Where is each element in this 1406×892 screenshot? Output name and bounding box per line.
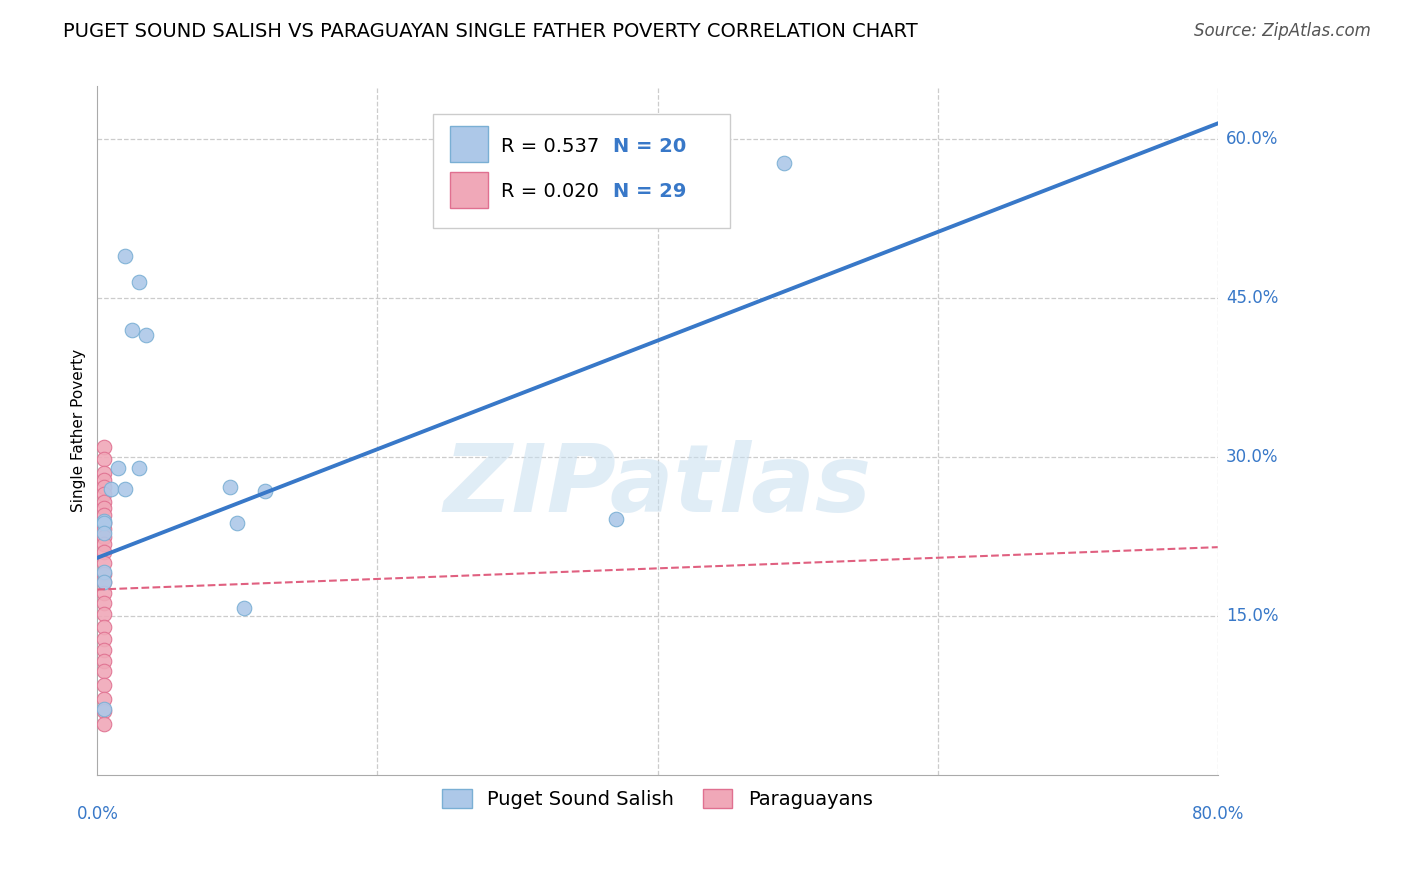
FancyBboxPatch shape bbox=[450, 172, 488, 208]
Point bbox=[128, 460, 150, 475]
Point bbox=[605, 511, 627, 525]
Legend: Puget Sound Salish, Paraguayans: Puget Sound Salish, Paraguayans bbox=[434, 780, 880, 817]
Point bbox=[93, 516, 115, 530]
Text: 60.0%: 60.0% bbox=[1226, 130, 1278, 148]
Point bbox=[93, 619, 115, 633]
Point bbox=[93, 585, 115, 599]
Point bbox=[93, 522, 115, 536]
Point bbox=[93, 452, 115, 467]
Point bbox=[93, 474, 115, 488]
Text: R = 0.020: R = 0.020 bbox=[501, 182, 599, 202]
Point bbox=[93, 575, 115, 590]
Point bbox=[93, 678, 115, 692]
Point bbox=[93, 516, 115, 530]
Point bbox=[93, 466, 115, 480]
Point bbox=[772, 155, 794, 169]
Point bbox=[233, 600, 256, 615]
Point bbox=[93, 565, 115, 579]
Point bbox=[93, 487, 115, 501]
Text: 30.0%: 30.0% bbox=[1226, 448, 1278, 467]
Point bbox=[93, 500, 115, 515]
Point bbox=[93, 537, 115, 551]
Point bbox=[121, 323, 143, 337]
Point bbox=[93, 508, 115, 523]
FancyBboxPatch shape bbox=[450, 127, 488, 162]
Point bbox=[93, 643, 115, 657]
Point bbox=[93, 664, 115, 678]
Point bbox=[93, 440, 115, 454]
Text: 80.0%: 80.0% bbox=[1191, 805, 1244, 823]
Point bbox=[93, 530, 115, 544]
Point bbox=[93, 545, 115, 559]
Point bbox=[93, 596, 115, 610]
Text: ZIPatlas: ZIPatlas bbox=[443, 440, 872, 532]
Point bbox=[114, 482, 136, 496]
Point bbox=[93, 480, 115, 494]
Point bbox=[219, 480, 242, 494]
Text: 15.0%: 15.0% bbox=[1226, 607, 1278, 625]
Point bbox=[93, 691, 115, 706]
Point bbox=[114, 249, 136, 263]
Point bbox=[93, 717, 115, 731]
Point bbox=[93, 702, 115, 716]
Text: N = 20: N = 20 bbox=[613, 136, 686, 156]
Point bbox=[254, 483, 277, 498]
Point bbox=[93, 514, 115, 528]
Point bbox=[93, 653, 115, 667]
Text: R = 0.537: R = 0.537 bbox=[501, 136, 599, 156]
Point bbox=[107, 460, 129, 475]
Text: 45.0%: 45.0% bbox=[1226, 289, 1278, 307]
Point bbox=[93, 494, 115, 508]
Point bbox=[93, 704, 115, 718]
Point bbox=[93, 632, 115, 647]
Text: PUGET SOUND SALISH VS PARAGUAYAN SINGLE FATHER POVERTY CORRELATION CHART: PUGET SOUND SALISH VS PARAGUAYAN SINGLE … bbox=[63, 22, 918, 41]
Text: N = 29: N = 29 bbox=[613, 182, 686, 202]
Text: 0.0%: 0.0% bbox=[76, 805, 118, 823]
FancyBboxPatch shape bbox=[433, 114, 730, 227]
Point bbox=[93, 575, 115, 590]
Y-axis label: Single Father Poverty: Single Father Poverty bbox=[72, 349, 86, 512]
Point bbox=[93, 607, 115, 621]
Point bbox=[128, 276, 150, 290]
Point bbox=[93, 566, 115, 581]
Point bbox=[135, 328, 157, 343]
Point bbox=[93, 556, 115, 570]
Point bbox=[226, 516, 249, 530]
Point bbox=[93, 526, 115, 541]
Point bbox=[100, 482, 122, 496]
Text: Source: ZipAtlas.com: Source: ZipAtlas.com bbox=[1194, 22, 1371, 40]
